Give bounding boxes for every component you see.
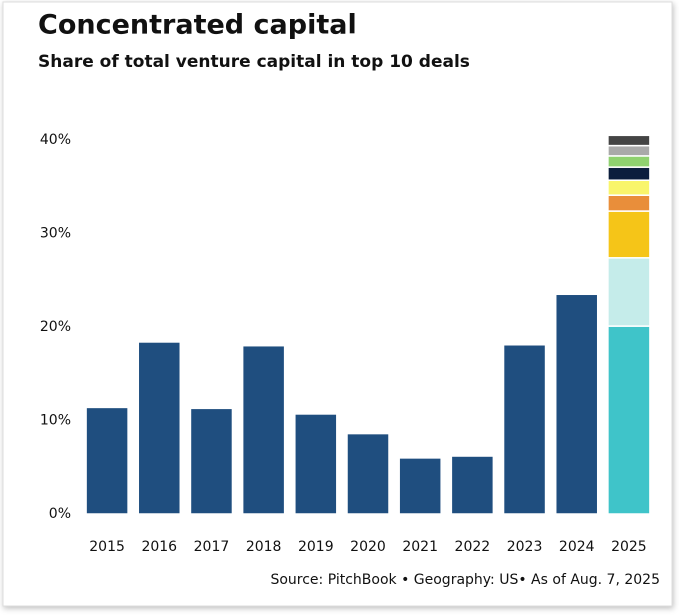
bar-segment [137,341,182,515]
x-tick-label: 2023 [507,539,543,555]
bar-segment [85,406,129,515]
x-tick-label: 2025 [611,539,647,555]
bar-segment [607,166,651,181]
bar-segment [294,413,338,515]
source: Source: PitchBook • Geography: US• As of… [270,572,660,588]
x-tick-label: 2021 [402,539,438,555]
x-tick-label: 2018 [246,539,282,555]
bar-segment [398,457,442,515]
bar-segment [607,194,651,212]
x-tick-label: 2022 [455,539,491,555]
y-tick-label: 20% [40,319,71,335]
bar-segment [502,344,547,515]
chart-subtitle: Share of total venture capital in top 10… [38,52,470,72]
bar-segment [346,432,390,515]
y-tick-label: 40% [40,132,71,148]
bar-segment [450,455,495,515]
bar-segment [607,144,651,157]
x-tick-label: 2017 [194,539,230,555]
y-tick-label: 30% [40,226,71,242]
bar-segment [554,293,599,515]
bar-segment [189,407,234,515]
bar-segment [607,210,651,259]
bar-segment [607,325,651,515]
bar-segment [607,257,651,327]
x-tick-label: 2015 [89,539,125,555]
y-tick-label: 0% [49,506,71,522]
bar-segment [241,344,286,515]
bar-segment [607,134,651,147]
x-tick-label: 2024 [559,539,595,555]
x-tick-label: 2020 [350,539,386,555]
bar-segment [607,179,651,196]
bar-segment [607,155,651,168]
chart-title: Concentrated capital [38,10,357,41]
x-tick-label: 2016 [141,539,177,555]
y-tick-label: 10% [40,413,71,429]
x-tick-label: 2019 [298,539,334,555]
